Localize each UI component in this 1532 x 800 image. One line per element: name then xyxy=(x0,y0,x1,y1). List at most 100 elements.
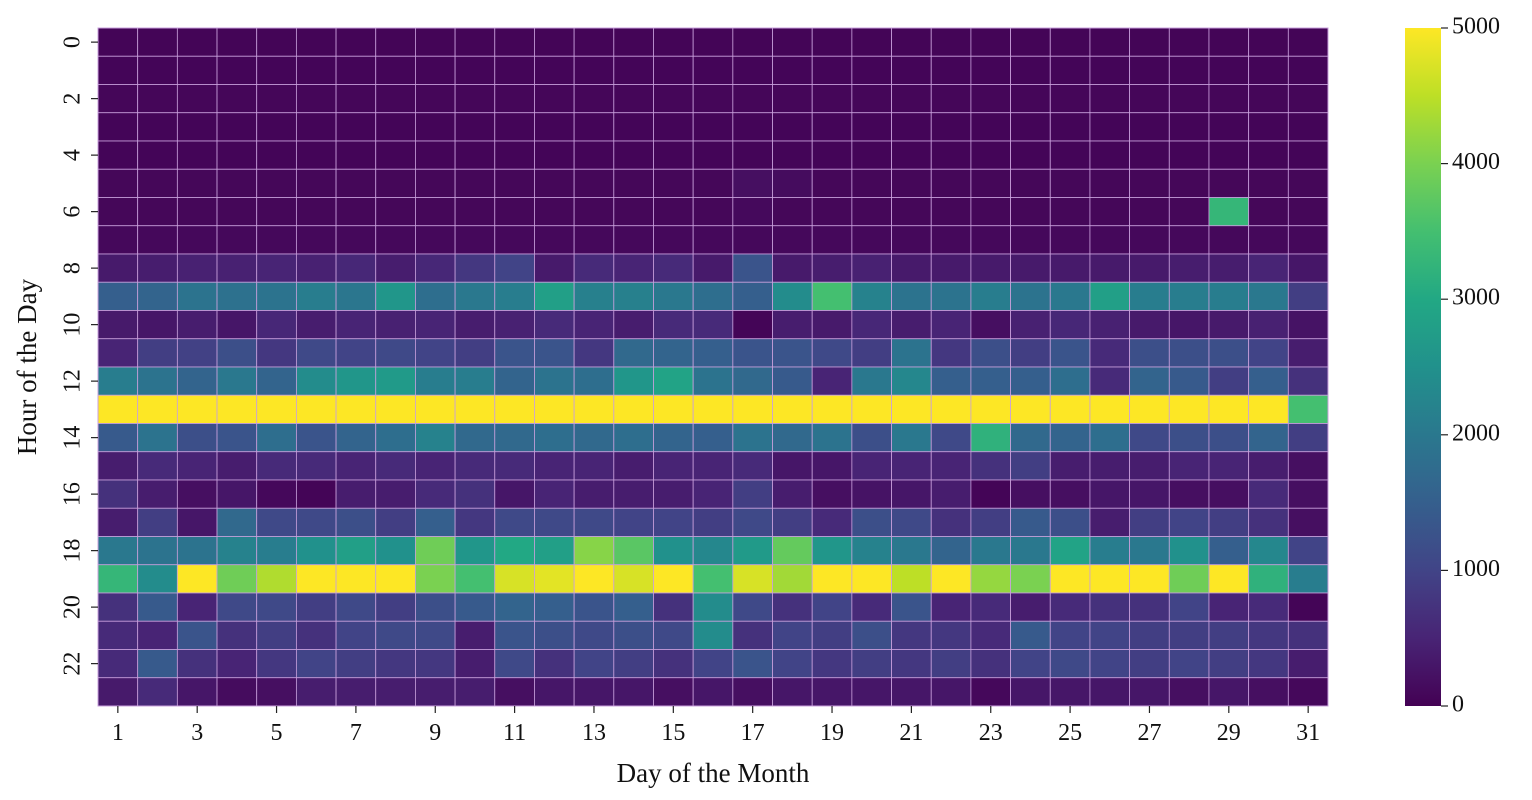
heatmap-cell-hour-18-day-7 xyxy=(335,536,377,566)
heatmap-cell-hour-20-day-16 xyxy=(692,592,734,622)
heatmap-cell-hour-16-day-4 xyxy=(216,479,258,509)
heatmap-cell-hour-8-day-4 xyxy=(216,253,258,283)
heatmap-cell-hour-11-day-22 xyxy=(930,338,972,368)
y-tick-label: 18 xyxy=(60,539,86,563)
heatmap-cell-hour-19-day-1 xyxy=(97,564,139,594)
heatmap-cell-hour-14-day-10 xyxy=(454,423,496,453)
heatmap-cell-hour-20-day-12 xyxy=(534,592,575,622)
heatmap-cell-hour-7-day-15 xyxy=(653,225,694,255)
heatmap-cell-hour-19-day-26 xyxy=(1089,564,1131,594)
heatmap-cell-hour-10-day-25 xyxy=(1049,310,1091,340)
heatmap-cell-hour-9-day-13 xyxy=(573,281,615,311)
heatmap-cell-hour-21-day-14 xyxy=(613,620,654,650)
heatmap-cell-hour-6-day-10 xyxy=(454,197,496,227)
heatmap-cell-hour-6-day-11 xyxy=(494,197,535,227)
heatmap-cell-hour-10-day-20 xyxy=(851,310,892,340)
heatmap-cell-hour-22-day-24 xyxy=(1010,649,1051,679)
heatmap-cell-hour-9-day-24 xyxy=(1010,281,1051,311)
heatmap-cell-hour-15-day-14 xyxy=(613,451,654,481)
heatmap-cell-hour-9-day-11 xyxy=(494,281,535,311)
heatmap-cell-hour-1-day-13 xyxy=(573,55,615,85)
heatmap-cell-hour-1-day-21 xyxy=(891,55,932,85)
heatmap-cell-hour-7-day-10 xyxy=(454,225,496,255)
heatmap-cell-hour-19-day-7 xyxy=(335,564,377,594)
heatmap-cell-hour-3-day-19 xyxy=(811,112,853,142)
heatmap-cell-hour-4-day-27 xyxy=(1129,140,1170,170)
heatmap-cell-hour-17-day-24 xyxy=(1010,507,1051,537)
heatmap-cell-hour-13-day-20 xyxy=(851,394,892,424)
heatmap-cell-hour-22-day-4 xyxy=(216,649,258,679)
heatmap-cell-hour-8-day-29 xyxy=(1208,253,1250,283)
heatmap-cell-hour-20-day-9 xyxy=(415,592,456,622)
colorbar-tick-label: 3000 xyxy=(1452,285,1500,311)
heatmap-cell-hour-7-day-3 xyxy=(176,225,218,255)
heatmap-cell-hour-21-day-6 xyxy=(295,620,337,650)
heatmap-cell-hour-0-day-1 xyxy=(97,27,139,57)
heatmap-cell-hour-15-day-8 xyxy=(375,451,416,481)
heatmap-cell-hour-8-day-1 xyxy=(97,253,139,283)
heatmap-cell-hour-15-day-17 xyxy=(732,451,773,481)
heatmap-cell-hour-20-day-17 xyxy=(732,592,773,622)
heatmap-cell-hour-0-day-13 xyxy=(573,27,615,57)
heatmap-cell-hour-3-day-15 xyxy=(653,112,694,142)
heatmap-cell-hour-12-day-25 xyxy=(1049,366,1091,396)
heatmap-cell-hour-5-day-15 xyxy=(653,168,694,198)
heatmap-cell-hour-22-day-1 xyxy=(97,649,139,679)
heatmap-cell-hour-10-day-5 xyxy=(256,310,297,340)
heatmap-cell-hour-13-day-3 xyxy=(176,394,218,424)
heatmap-cell-hour-22-day-7 xyxy=(335,649,377,679)
heatmap-cell-hour-0-day-27 xyxy=(1129,27,1170,57)
heatmap-cell-hour-1-day-27 xyxy=(1129,55,1170,85)
heatmap-cell-hour-10-day-23 xyxy=(970,310,1011,340)
heatmap-cell-hour-23-day-15 xyxy=(653,677,694,707)
heatmap-cell-hour-10-day-2 xyxy=(137,310,178,340)
heatmap-cell-hour-11-day-18 xyxy=(772,338,813,368)
heatmap-cell-hour-10-day-11 xyxy=(494,310,535,340)
heatmap-cell-hour-9-day-1 xyxy=(97,281,139,311)
heatmap-cell-hour-22-day-5 xyxy=(256,649,297,679)
heatmap-cell-hour-17-day-7 xyxy=(335,507,377,537)
heatmap-cell-hour-10-day-22 xyxy=(930,310,972,340)
heatmap-cell-hour-22-day-10 xyxy=(454,649,496,679)
heatmap-cell-hour-14-day-28 xyxy=(1168,423,1210,453)
y-tick-label: 2 xyxy=(60,93,86,105)
heatmap-cell-hour-15-day-28 xyxy=(1168,451,1210,481)
heatmap-cell-hour-13-day-15 xyxy=(653,394,694,424)
heatmap-cell-hour-2-day-21 xyxy=(891,84,932,114)
heatmap-cell-hour-17-day-9 xyxy=(415,507,456,537)
heatmap-cell-hour-2-day-12 xyxy=(534,84,575,114)
heatmap-cell-hour-9-day-21 xyxy=(891,281,932,311)
heatmap-cell-hour-4-day-1 xyxy=(97,140,139,170)
heatmap-cell-hour-14-day-19 xyxy=(811,423,853,453)
heatmap-cell-hour-5-day-4 xyxy=(216,168,258,198)
heatmap-cell-hour-2-day-17 xyxy=(732,84,773,114)
heatmap-cells xyxy=(97,27,1329,707)
y-tick-label: 12 xyxy=(60,369,86,393)
heatmap-cell-hour-14-day-8 xyxy=(375,423,416,453)
heatmap-cell-hour-4-day-11 xyxy=(494,140,535,170)
heatmap-cell-hour-19-day-10 xyxy=(454,564,496,594)
heatmap-cell-hour-10-day-31 xyxy=(1287,310,1329,340)
heatmap-cell-hour-12-day-2 xyxy=(137,366,178,396)
heatmap-cell-hour-7-day-4 xyxy=(216,225,258,255)
heatmap-cell-hour-14-day-17 xyxy=(732,423,773,453)
heatmap-cell-hour-3-day-20 xyxy=(851,112,892,142)
heatmap-cell-hour-13-day-8 xyxy=(375,394,416,424)
heatmap-cell-hour-22-day-30 xyxy=(1248,649,1289,679)
heatmap-cell-hour-4-day-21 xyxy=(891,140,932,170)
heatmap-cell-hour-21-day-30 xyxy=(1248,620,1289,650)
heatmap-cell-hour-4-day-25 xyxy=(1049,140,1091,170)
x-tick-label: 11 xyxy=(503,720,526,746)
heatmap-cell-hour-12-day-4 xyxy=(216,366,258,396)
heatmap-cell-hour-6-day-27 xyxy=(1129,197,1170,227)
heatmap-cell-hour-9-day-12 xyxy=(534,281,575,311)
heatmap-cell-hour-12-day-6 xyxy=(295,366,337,396)
y-axis-ticks: 0 2 4 6 8 10 12 14 16 18 20 22 xyxy=(60,36,98,676)
heatmap-cell-hour-5-day-2 xyxy=(137,168,178,198)
heatmap-cell-hour-17-day-26 xyxy=(1089,507,1131,537)
heatmap-cell-hour-5-day-24 xyxy=(1010,168,1051,198)
heatmap-cell-hour-9-day-3 xyxy=(176,281,218,311)
heatmap-cell-hour-2-day-9 xyxy=(415,84,456,114)
colorbar-tick-label: 1000 xyxy=(1452,556,1500,582)
heatmap-cell-hour-3-day-18 xyxy=(772,112,813,142)
